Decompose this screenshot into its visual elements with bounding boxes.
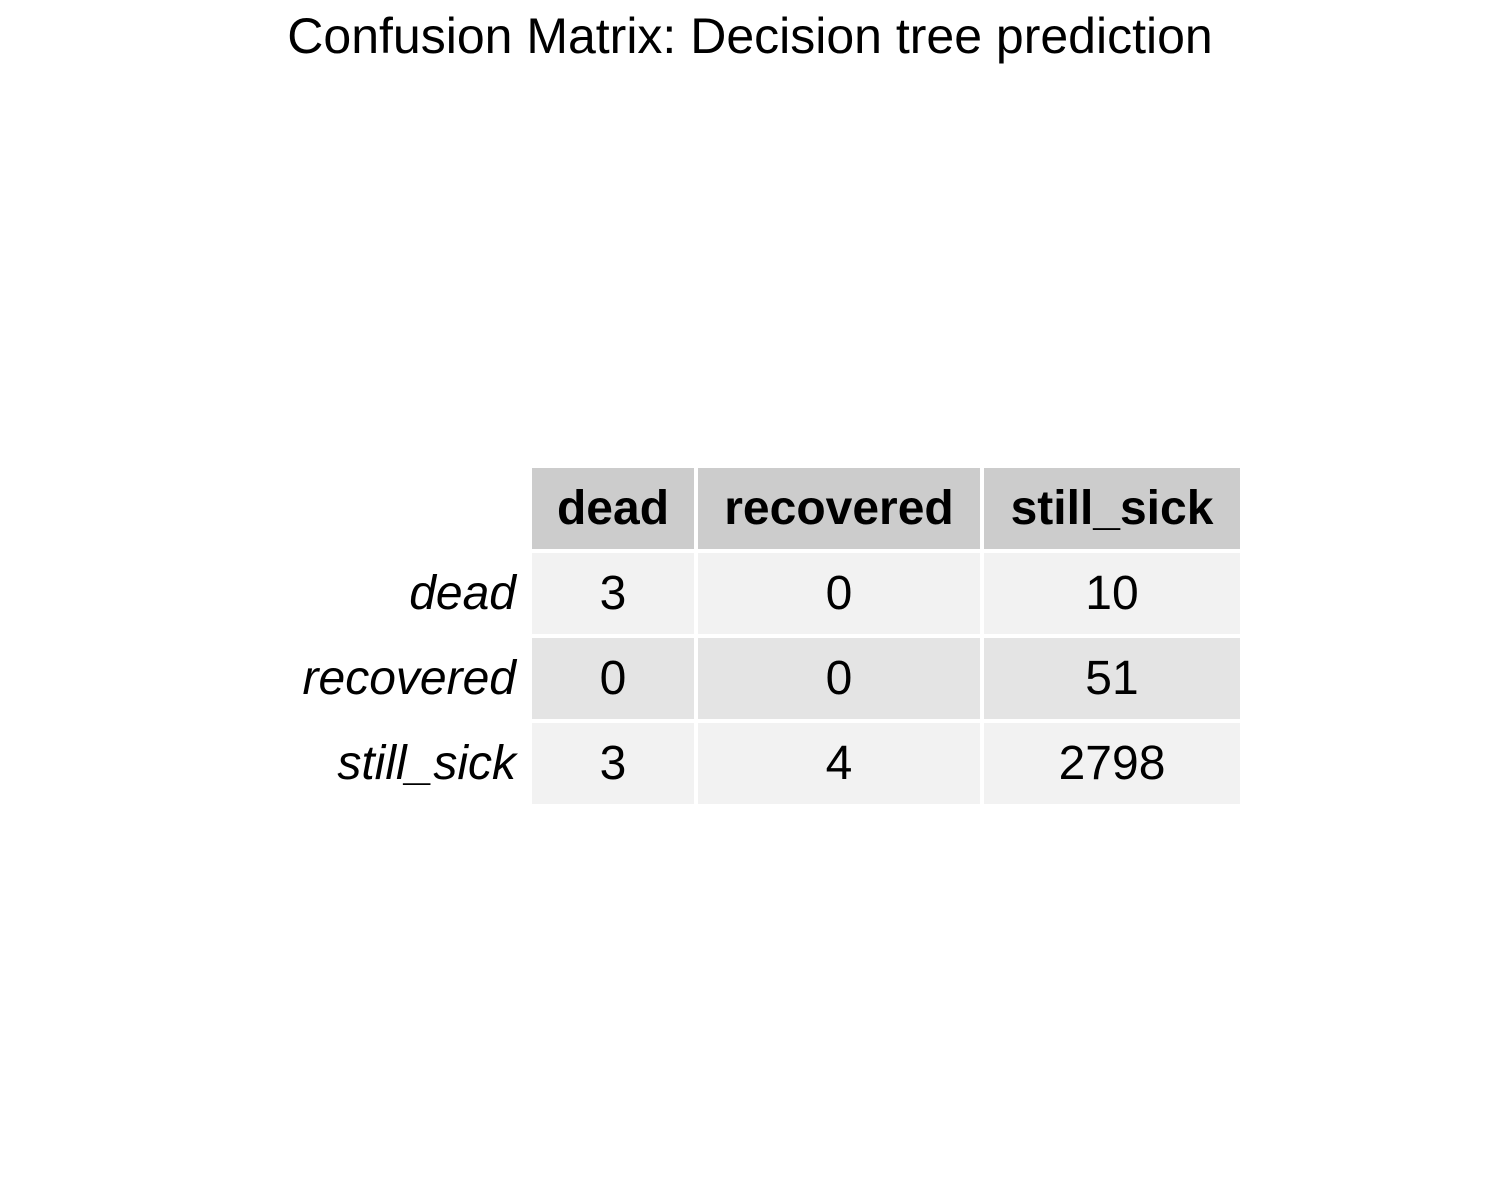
confusion-matrix-table: dead recovered still_sick dead 3 0 10 re…: [260, 466, 1242, 806]
column-header-dead: dead: [530, 466, 696, 551]
matrix-cell-recovered-recovered: 0: [696, 636, 982, 721]
matrix-cell-still-sick-dead: 3: [530, 721, 696, 806]
matrix-cell-dead-still-sick: 10: [982, 551, 1242, 636]
matrix-cell-dead-dead: 3: [530, 551, 696, 636]
table-corner: [260, 466, 530, 551]
row-header-dead: dead: [409, 567, 516, 620]
matrix-cell-recovered-still-sick: 51: [982, 636, 1242, 721]
matrix-cell-still-sick-recovered: 4: [696, 721, 982, 806]
row-header-recovered: recovered: [302, 652, 516, 705]
matrix-cell-dead-recovered: 0: [696, 551, 982, 636]
row-header-still-sick: still_sick: [337, 737, 516, 790]
matrix-cell-recovered-dead: 0: [530, 636, 696, 721]
matrix-cell-still-sick-still-sick: 2798: [982, 721, 1242, 806]
column-header-recovered: recovered: [696, 466, 982, 551]
chart-title: Confusion Matrix: Decision tree predicti…: [287, 8, 1213, 64]
column-header-still-sick: still_sick: [982, 466, 1242, 551]
